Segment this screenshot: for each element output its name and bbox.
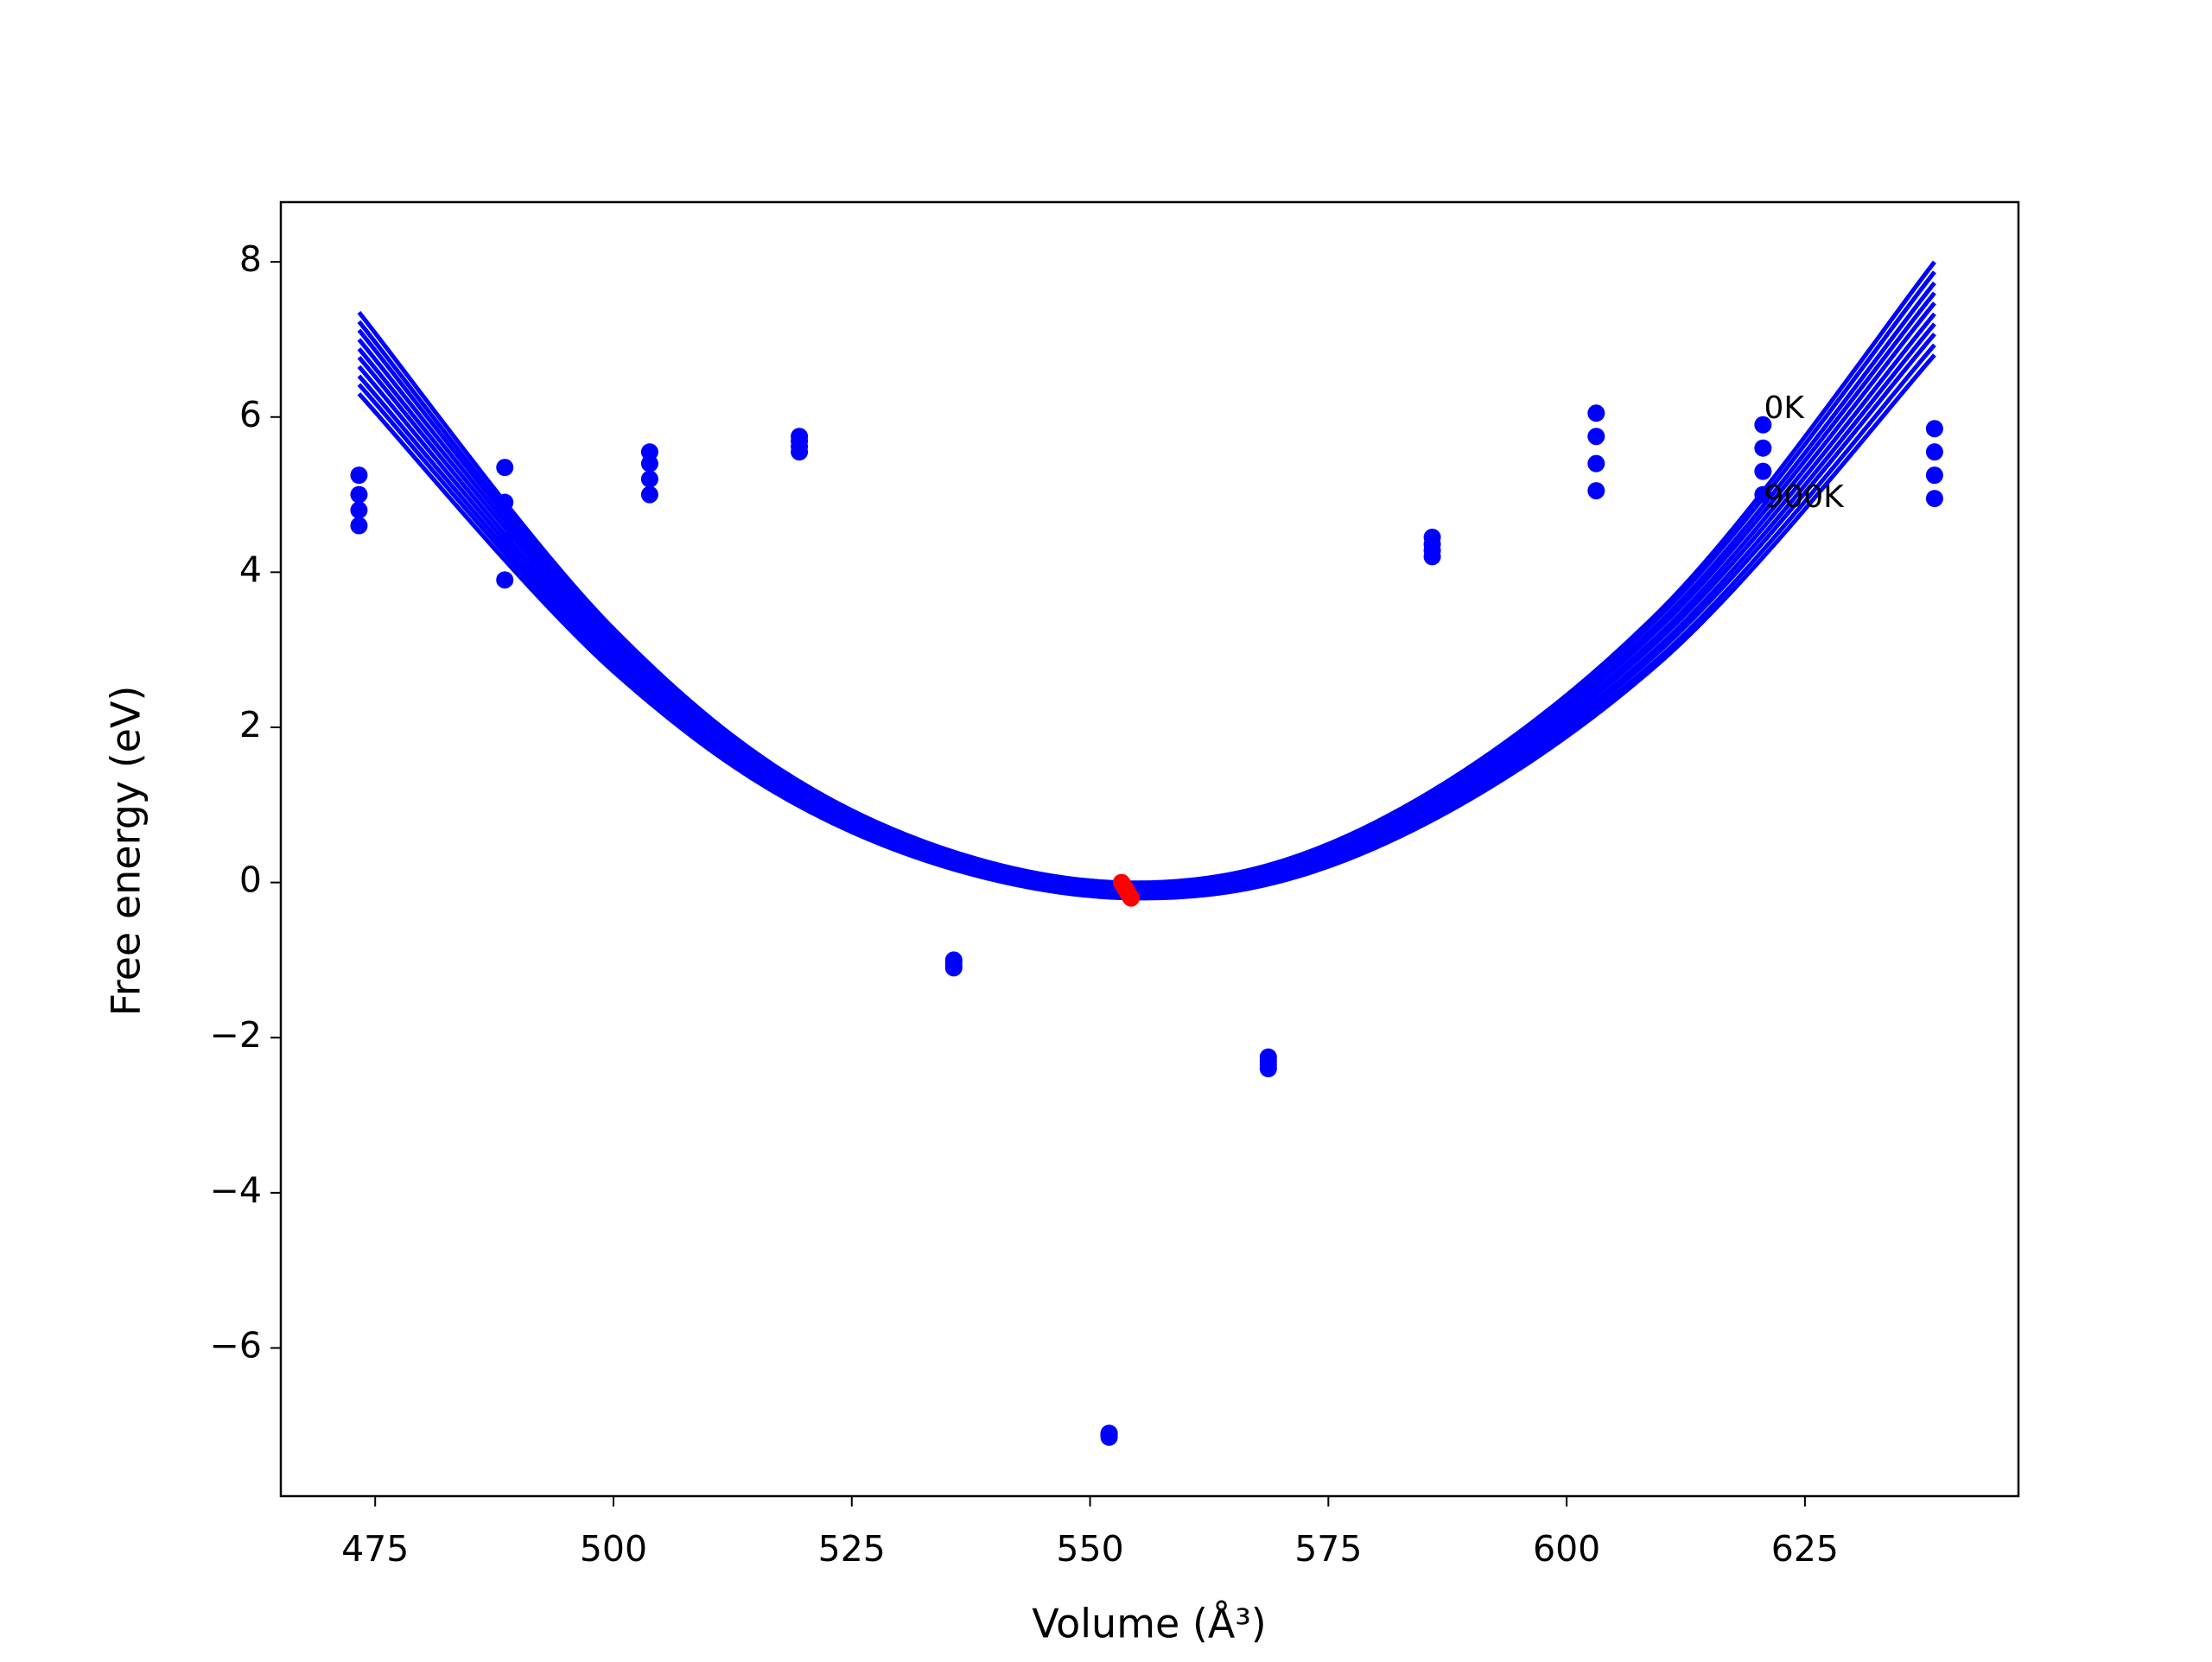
y-axis-label: Free energy (eV)	[103, 686, 149, 1017]
data-point	[1925, 490, 1943, 508]
data-point	[1587, 428, 1605, 446]
x-tick-label: 600	[1533, 1528, 1600, 1570]
data-point	[1587, 404, 1605, 422]
data-point	[640, 485, 658, 504]
x-tick-label: 475	[341, 1528, 409, 1570]
y-tick-label: −4	[210, 1170, 262, 1211]
data-point	[350, 485, 368, 504]
y-tick-label: 4	[239, 549, 262, 590]
x-tick-label: 525	[818, 1528, 886, 1570]
plot-frame	[279, 200, 2020, 1498]
data-point	[350, 501, 368, 519]
data-point	[496, 493, 514, 511]
data-point	[1587, 482, 1605, 500]
y-tick-label: −6	[210, 1324, 262, 1366]
data-point	[1423, 528, 1441, 546]
data-point	[350, 517, 368, 535]
data-point	[496, 571, 514, 589]
data-point	[1925, 466, 1943, 485]
data-point	[791, 428, 809, 446]
data-point	[1925, 420, 1943, 438]
data-point	[1754, 485, 1772, 504]
y-tick-label: 6	[239, 394, 262, 435]
data-point	[944, 951, 963, 969]
x-axis-label: Volume (Å³)	[1032, 1601, 1267, 1647]
data-point	[640, 443, 658, 461]
data-point	[350, 466, 368, 485]
y-tick-label: 2	[239, 704, 262, 745]
annotation: 900K	[1764, 479, 1845, 515]
y-tick-label: 0	[239, 860, 262, 901]
x-tick-label: 550	[1056, 1528, 1123, 1570]
data-point	[1925, 443, 1943, 461]
data-point	[1122, 889, 1140, 907]
y-tick-label: 8	[239, 238, 262, 280]
data-point	[496, 532, 514, 550]
data-point	[1754, 416, 1772, 434]
annotation: 0K	[1764, 390, 1805, 426]
data-point	[1587, 454, 1605, 473]
data-point	[1754, 462, 1772, 480]
y-tick-label: −2	[210, 1014, 262, 1056]
data-point	[1259, 1048, 1277, 1066]
data-point	[1754, 439, 1772, 457]
x-tick-label: 575	[1294, 1528, 1362, 1570]
data-point	[640, 470, 658, 488]
data-point	[496, 459, 514, 477]
x-tick-label: 500	[580, 1528, 647, 1570]
data-point	[1100, 1424, 1118, 1443]
x-tick-label: 625	[1771, 1528, 1839, 1570]
